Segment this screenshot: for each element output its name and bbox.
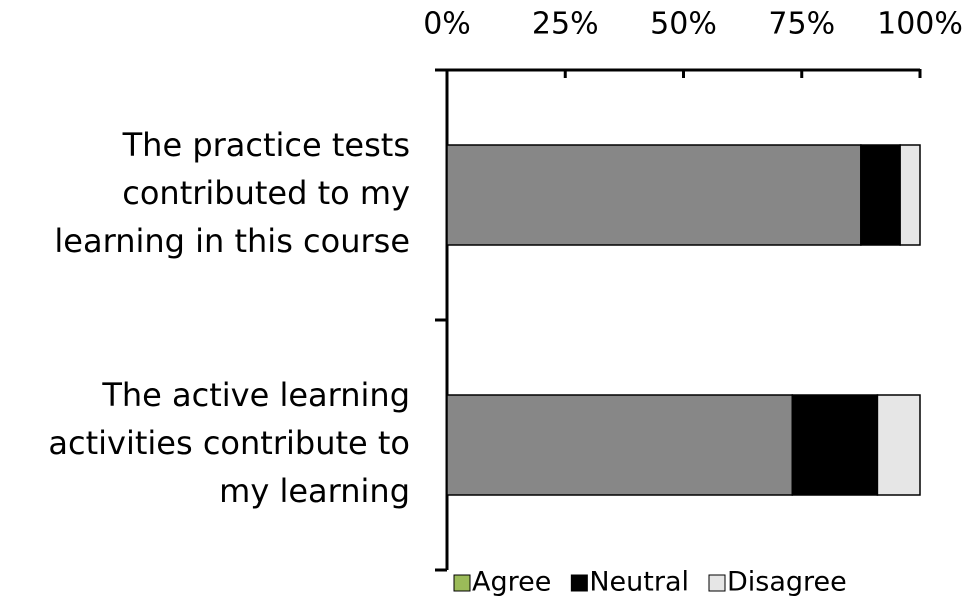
bar-segment	[860, 144, 901, 246]
legend-swatch	[708, 574, 726, 592]
x-tick-label: 0%	[423, 7, 471, 42]
category-label: contributed to my	[122, 174, 410, 212]
legend-swatch	[453, 574, 471, 592]
legend-swatch	[570, 574, 588, 592]
category-label: learning in this course	[54, 222, 410, 260]
bar-segment	[899, 144, 921, 246]
bar-segment	[446, 394, 794, 496]
x-tick-label: 100%	[877, 7, 963, 42]
x-tick-label: 75%	[768, 7, 835, 42]
category-label: activities contribute to	[48, 424, 410, 462]
bar-segment	[446, 144, 862, 246]
category-label: The practice tests	[122, 126, 410, 164]
bar-segment	[791, 394, 879, 496]
x-tick-label: 50%	[650, 7, 717, 42]
category-label: my learning	[219, 472, 410, 510]
x-tick-label: 25%	[532, 7, 599, 42]
legend-label: Neutral	[589, 567, 689, 598]
legend-label: Disagree	[727, 567, 847, 598]
bar-segment	[876, 394, 921, 496]
legend-label: Agree	[472, 567, 551, 598]
category-label: The active learning	[101, 376, 410, 414]
